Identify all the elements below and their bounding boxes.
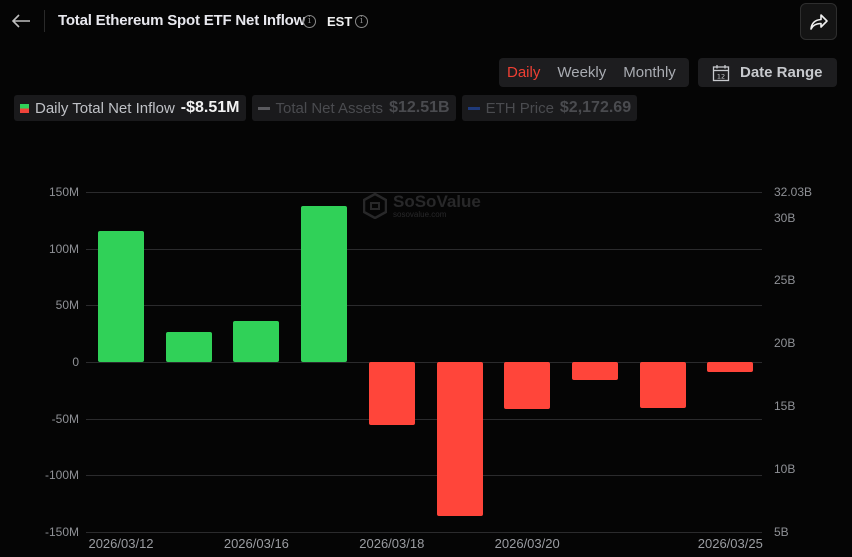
gridline <box>86 532 762 533</box>
bar-2026-03-19[interactable] <box>436 362 483 516</box>
period-monthly-button[interactable]: Monthly <box>623 64 676 81</box>
inflow-swatch-icon <box>20 103 29 113</box>
legend-eth-price[interactable]: ETH Price $2,172.69 <box>461 95 638 121</box>
y-axis-right-tick: 10B <box>774 462 796 477</box>
legend-assets-value: $12.51B <box>389 99 450 116</box>
chart-legend: Daily Total Net Inflow -$8.51M Total Net… <box>14 95 638 121</box>
y-axis-right-tick: 25B <box>774 273 796 288</box>
legend-eth-value: $2,172.69 <box>559 99 632 116</box>
gridline <box>86 248 762 250</box>
info-icon[interactable]: i <box>303 15 316 28</box>
bar-2026-03-13[interactable] <box>165 331 212 362</box>
x-axis-tick: 2026/03/25 <box>697 536 763 551</box>
period-daily-button[interactable]: Daily <box>507 64 541 81</box>
back-button[interactable] <box>8 8 34 34</box>
bar-2026-03-24[interactable] <box>639 362 686 408</box>
y-axis-left-tick: -50M <box>51 411 79 426</box>
share-button[interactable] <box>800 3 837 40</box>
bar-chart[interactable]: SoSoValue sosovalue.com 150M 100M 50M 0 -50M… <box>0 130 852 557</box>
y-axis-right-tick: 20B <box>774 336 796 351</box>
gridline <box>86 418 762 420</box>
svg-text:12: 12 <box>717 72 725 80</box>
y-axis-right-tick: 30B <box>774 210 796 225</box>
gridline <box>86 305 762 307</box>
legend-inflow-label: Daily Total Net Inflow <box>35 99 175 117</box>
bar-2026-03-25[interactable] <box>707 362 754 372</box>
bar-2026-03-23[interactable] <box>571 362 618 381</box>
y-axis-left-tick: 100M <box>48 241 79 256</box>
calendar-icon: 12 <box>712 64 730 81</box>
x-axis-tick: 2026/03/16 <box>223 536 289 551</box>
header-divider <box>44 10 45 32</box>
watermark-url: sosovalue.com <box>393 209 447 219</box>
legend-eth-label: ETH Price <box>485 99 554 117</box>
legend-total-net-assets[interactable]: Total Net Assets $12.51B <box>251 95 456 121</box>
y-axis-right-tick: 32.03B <box>774 185 813 199</box>
date-range-label: Date Range <box>740 64 823 81</box>
assets-swatch-icon <box>257 106 270 110</box>
x-axis-tick: 2026/03/20 <box>494 536 560 551</box>
bar-2026-03-16[interactable] <box>233 320 280 362</box>
bar-2026-03-20[interactable] <box>504 362 551 409</box>
period-weekly-button[interactable]: Weekly <box>557 64 607 81</box>
gridline <box>86 475 762 477</box>
y-axis-left-tick: 0 <box>72 355 79 369</box>
bar-2026-03-12[interactable] <box>98 231 144 362</box>
arrow-left-icon <box>11 14 30 28</box>
date-range-button[interactable]: 12 Date Range <box>698 58 837 87</box>
x-axis-tick: 2026/03/12 <box>88 536 154 551</box>
y-axis-left-tick: -100M <box>44 468 79 483</box>
page-title: Total Ethereum Spot ETF Net Inflow <box>58 12 306 29</box>
y-axis-right-tick: 5B <box>774 525 789 539</box>
watermark: SoSoValue sosovalue.com <box>363 193 481 219</box>
eth-swatch-icon <box>467 106 480 110</box>
period-toggle: Daily Weekly Monthly <box>499 58 689 87</box>
gridline <box>86 192 762 193</box>
gridline <box>86 362 762 363</box>
timezone-label: EST <box>327 14 353 29</box>
legend-inflow-value: -$8.51M <box>180 99 240 116</box>
bar-2026-03-17[interactable] <box>301 206 348 362</box>
watermark-name: SoSoValue <box>393 191 481 211</box>
header: Total Ethereum Spot ETF Net Inflow i EST… <box>0 0 852 44</box>
legend-assets-label: Total Net Assets <box>275 99 384 117</box>
share-icon <box>809 13 828 30</box>
timezone-info-icon[interactable]: i <box>355 15 368 28</box>
sosovalue-logo-icon <box>363 193 387 219</box>
y-axis-right-tick: 15B <box>774 399 796 414</box>
y-axis-left-tick: 150M <box>48 185 79 199</box>
x-axis-tick: 2026/03/18 <box>359 536 425 551</box>
bar-2026-03-18[interactable] <box>368 362 415 425</box>
y-axis-left-tick: 50M <box>55 298 79 313</box>
legend-daily-inflow[interactable]: Daily Total Net Inflow -$8.51M <box>14 95 246 121</box>
y-axis-left-tick: -150M <box>44 525 79 539</box>
